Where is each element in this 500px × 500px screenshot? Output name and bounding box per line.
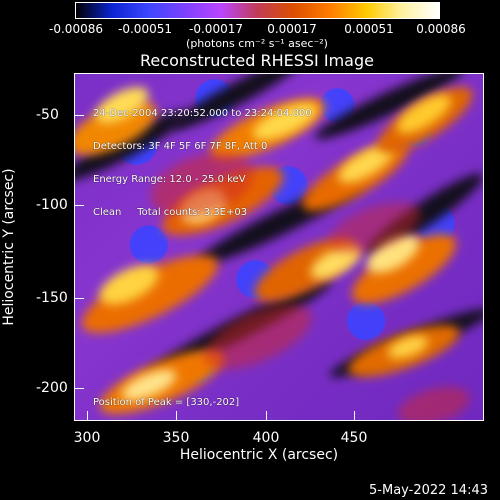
y-axis-tick-3 xyxy=(74,298,84,299)
y-axis-label: Heliocentric Y (arcsec) xyxy=(1,168,17,326)
colorbar-label-6: 0.00086 xyxy=(416,22,466,36)
x-tick-label-3: 400 xyxy=(252,430,280,446)
peak-position: Position of Peak = [330,-202] xyxy=(93,397,240,408)
observation-info: 24-Dec-2004 23:20:52.000 to 23:24:04.000… xyxy=(93,86,312,229)
observation-detectors: Detectors: 3F 4F 5F 6F 7F 8F, Att 0 xyxy=(93,141,268,152)
x-tick-label-4: 450 xyxy=(340,430,368,446)
colorbar xyxy=(75,2,440,19)
x-axis-tick-1 xyxy=(87,411,88,421)
x-tick-label-2: 350 xyxy=(162,430,190,446)
colorbar-units: (photons cm⁻² s⁻¹ asec⁻²) xyxy=(186,37,328,50)
plot-title: Reconstructed RHESSI Image xyxy=(140,51,374,70)
colorbar-label-5: 0.00051 xyxy=(344,22,394,36)
y-tick-label-1: -50 xyxy=(36,107,59,123)
observation-counts: Clean Total counts: 3.3E+03 xyxy=(93,207,248,218)
x-tick-label-1: 300 xyxy=(73,430,101,446)
colorbar-label-2: -0.00051 xyxy=(118,22,172,36)
date-stamp: 5-May-2022 14:43 xyxy=(369,483,488,498)
heatmap-image xyxy=(75,74,483,420)
observation-time-range: 24-Dec-2004 23:20:52.000 to 23:24:04.000 xyxy=(93,108,312,119)
colorbar-label-4: 0.00017 xyxy=(267,22,317,36)
x-axis-tick-2 xyxy=(176,411,177,421)
x-axis-tick-3 xyxy=(266,411,267,421)
rhessi-image-plot xyxy=(74,73,484,421)
colorbar-label-1: -0.00086 xyxy=(49,22,103,36)
y-axis-tick-4 xyxy=(74,388,84,389)
y-tick-label-3: -150 xyxy=(36,290,68,306)
x-axis-tick-4 xyxy=(354,411,355,421)
observation-energy-range: Energy Range: 12.0 - 25.0 keV xyxy=(93,174,246,185)
y-axis-tick-1 xyxy=(74,115,84,116)
colorbar-label-3: -0.00017 xyxy=(189,22,243,36)
y-tick-label-4: -200 xyxy=(36,380,68,396)
y-axis-tick-2 xyxy=(74,205,84,206)
y-tick-label-2: -100 xyxy=(36,197,68,213)
x-axis-label: Heliocentric X (arcsec) xyxy=(179,447,339,463)
